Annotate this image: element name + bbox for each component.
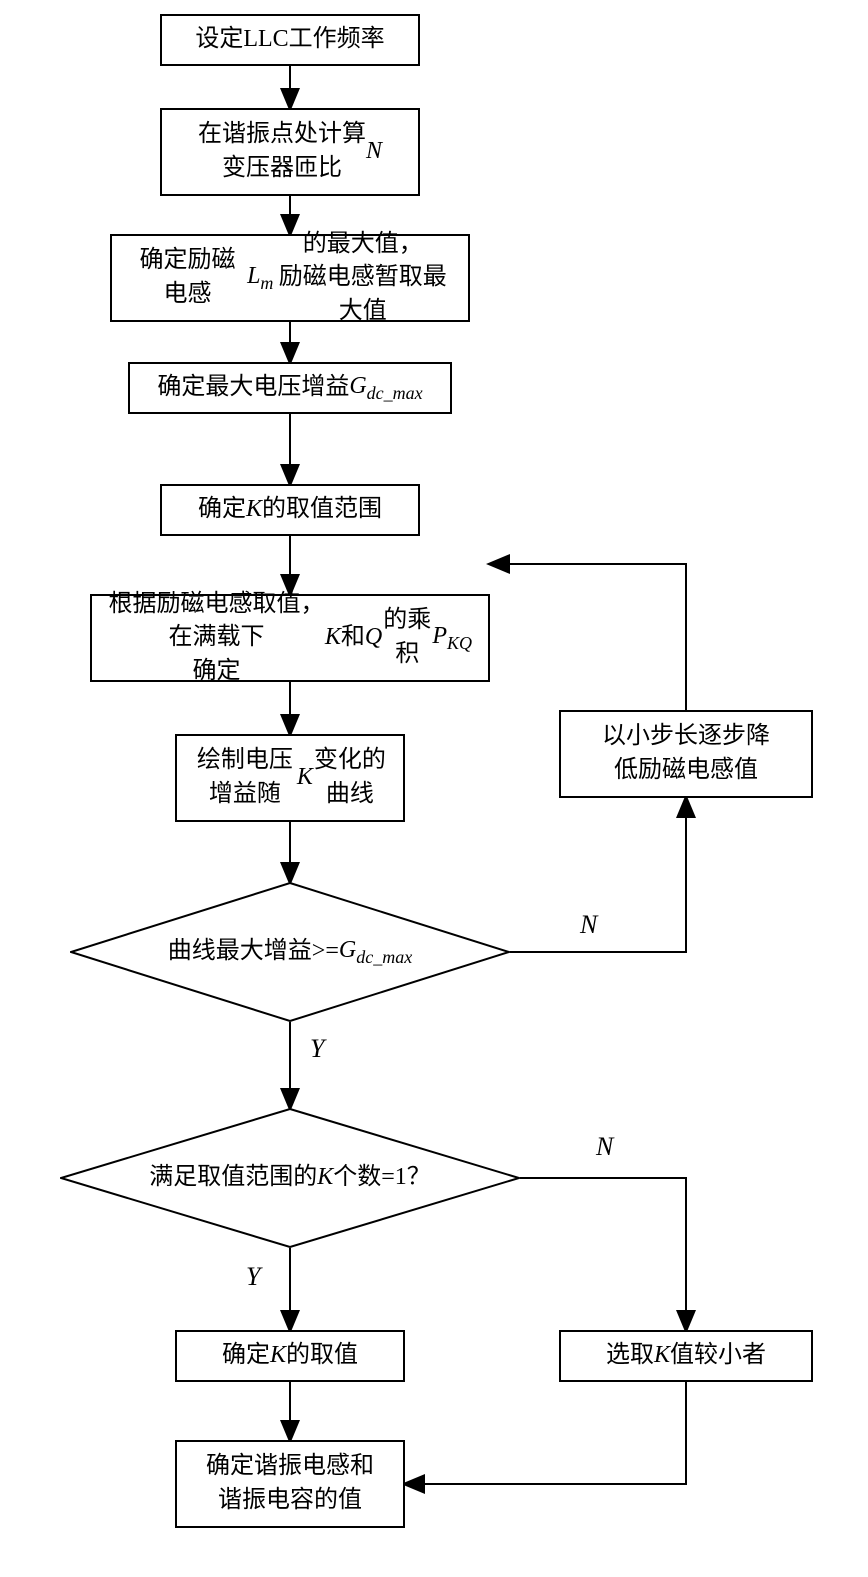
node-reduce-lm: 以小步长逐步降低励磁电感值 <box>559 710 813 798</box>
label-yes-d1: Y <box>310 1034 324 1064</box>
label-yes-d2: Y <box>246 1262 260 1292</box>
node-calc-pkq: 根据励磁电感取值，在满载下确定K和Q的乘积PKQ <box>90 594 490 682</box>
node-set-llc-freq: 设定LLC工作频率 <box>160 14 420 66</box>
decision-gain-ge-gdcmax: 曲线最大增益>=Gdc_max <box>70 882 510 1022</box>
label-no-d1: N <box>580 910 597 940</box>
decision-k-count-eq-1: 满足取值范围的K个数=1？ <box>60 1108 520 1248</box>
node-set-k-range: 确定K的取值范围 <box>160 484 420 536</box>
node-fix-k: 确定K的取值 <box>175 1330 405 1382</box>
decision-text: 满足取值范围的K个数=1？ <box>60 1108 520 1248</box>
node-set-gdcmax: 确定最大电压增益Gdc_max <box>128 362 452 414</box>
node-calc-turns-ratio: 在谐振点处计算变压器匝比N <box>160 108 420 196</box>
node-plot-gain-curve: 绘制电压增益随K变化的曲线 <box>175 734 405 822</box>
flowchart-container: 设定LLC工作频率 在谐振点处计算变压器匝比N 确定励磁电感Lm的最大值，励磁电… <box>0 0 868 1577</box>
node-fix-lr-cr: 确定谐振电感和谐振电容的值 <box>175 1440 405 1528</box>
decision-text: 曲线最大增益>=Gdc_max <box>70 882 510 1022</box>
node-set-lm-max: 确定励磁电感Lm的最大值，励磁电感暂取最大值 <box>110 234 470 322</box>
node-pick-smaller-k: 选取K值较小者 <box>559 1330 813 1382</box>
label-no-d2: N <box>596 1132 613 1162</box>
